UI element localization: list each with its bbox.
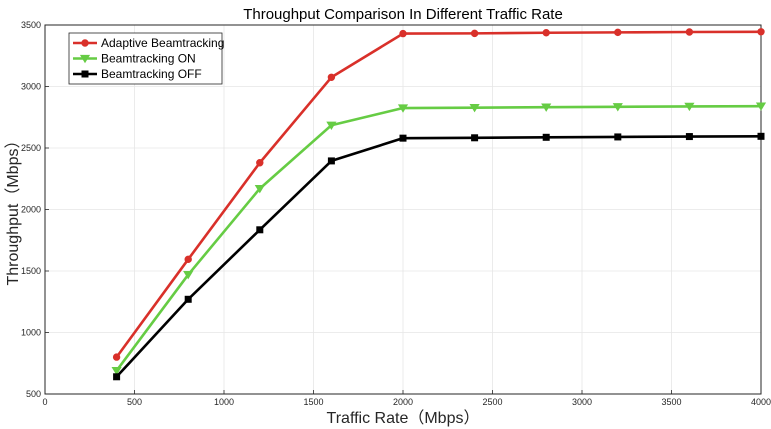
data-point (542, 29, 550, 37)
series-0 (112, 28, 765, 361)
x-tick-label: 4000 (751, 397, 771, 407)
y-tick-label: 3500 (21, 20, 41, 30)
data-point (256, 159, 264, 167)
x-tick-label: 2000 (393, 397, 413, 407)
data-point (470, 29, 479, 38)
legend: Adaptive Beamtracking Beamtracking ONBeam… (68, 32, 224, 85)
series-line (115, 30, 762, 358)
legend-label: Adaptive Beamtracking (101, 36, 224, 50)
x-axis-label: Traffic Rate（Mbps） (327, 409, 480, 427)
data-point (111, 366, 122, 376)
y-tick-label: 3000 (21, 82, 41, 92)
data-point (397, 104, 409, 113)
series-1 (111, 102, 767, 376)
data-point (112, 353, 121, 361)
chart-title: Throughput Comparison In Different Traff… (243, 6, 563, 23)
legend-label: Beamtracking ON (101, 52, 196, 66)
series-layer (111, 28, 767, 381)
legend-marker (79, 54, 91, 64)
x-tick-label: 3000 (572, 397, 592, 407)
y-tick-label: 2000 (21, 205, 41, 215)
legend-marker (81, 70, 89, 78)
y-tick-label: 1500 (21, 266, 41, 276)
data-point (256, 226, 264, 234)
data-point (684, 102, 695, 112)
series-2 (113, 132, 765, 381)
data-point (685, 28, 694, 36)
data-point (254, 184, 265, 194)
data-point (399, 134, 407, 142)
data-point (471, 134, 479, 142)
y-tick-label: 1000 (21, 328, 41, 338)
x-tick-label: 2500 (482, 397, 502, 407)
data-point (184, 255, 192, 264)
data-point (542, 133, 550, 141)
legend-item: Beamtracking OFF (73, 67, 202, 81)
data-point (757, 28, 765, 36)
y-tick-label: 2500 (21, 143, 41, 153)
data-point (183, 271, 194, 280)
data-point (113, 373, 121, 381)
legend-marker (81, 39, 89, 47)
data-point (614, 133, 622, 141)
data-point (469, 104, 480, 113)
x-tick-label: 1000 (214, 397, 234, 407)
data-point (327, 73, 336, 81)
data-point (327, 157, 335, 165)
legend-item: Adaptive Beamtracking (73, 36, 224, 50)
data-point (612, 103, 623, 112)
data-point (614, 28, 622, 37)
x-tick-label: 500 (127, 397, 142, 407)
data-point (326, 121, 337, 130)
y-axis-label: Throughput（Mbps） (4, 133, 22, 286)
legend-item: Beamtracking ON (73, 52, 196, 66)
y-tick-label: 500 (26, 389, 41, 399)
data-point (399, 29, 407, 38)
series-line (115, 104, 762, 372)
x-tick-label: 0 (42, 397, 47, 407)
data-point (755, 102, 767, 111)
series-line (115, 135, 762, 378)
x-tick-label: 1500 (303, 397, 323, 407)
data-point (757, 132, 765, 140)
axis-ticks: 0 500 1000 1500 2000 2500 3000 3500 400050010001… (21, 20, 771, 407)
legend-label: Beamtracking OFF (101, 67, 202, 81)
x-tick-label: 3500 (661, 397, 681, 407)
data-point (184, 295, 192, 303)
data-point (541, 103, 552, 112)
data-point (685, 133, 693, 141)
